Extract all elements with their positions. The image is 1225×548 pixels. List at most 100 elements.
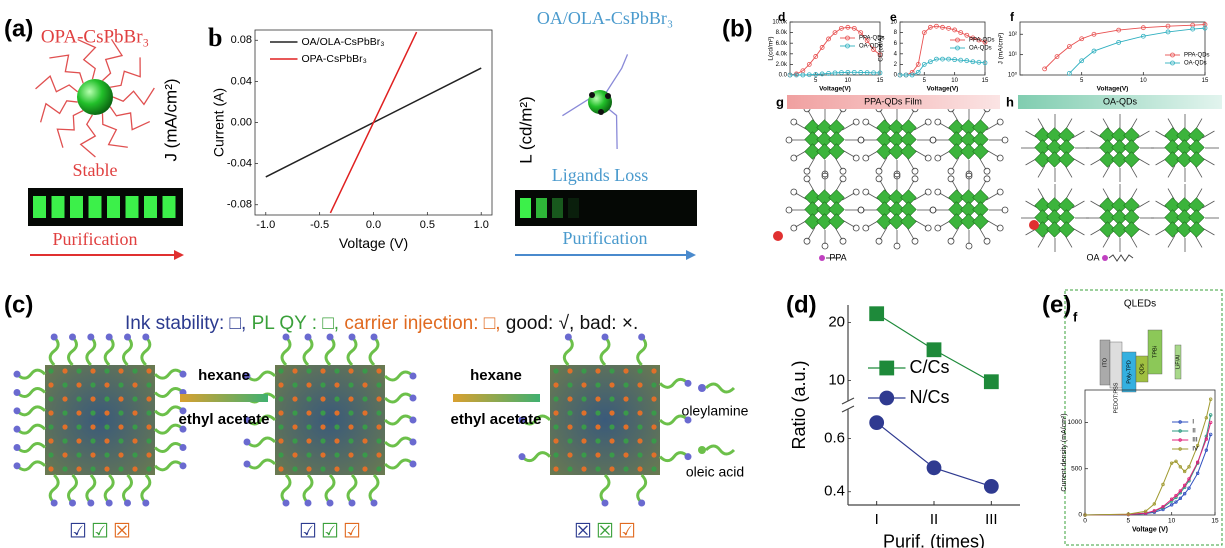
ligand-icon bbox=[1109, 255, 1133, 261]
ligand bbox=[601, 475, 609, 503]
illustrations: ☑☑☒☑☑☑☒☒☑ITOPEDOT:PSSPoly-TPDQDsTPBiLiF/… bbox=[14, 39, 1220, 542]
ligand bbox=[49, 55, 83, 83]
ligand bbox=[17, 444, 45, 452]
atom bbox=[62, 438, 67, 443]
atom bbox=[118, 410, 123, 415]
ligand bbox=[638, 337, 646, 365]
x-tick-label: 10 bbox=[1168, 518, 1176, 525]
cube bbox=[275, 365, 385, 475]
atom bbox=[48, 466, 53, 471]
ligand bbox=[17, 407, 45, 415]
atom bbox=[553, 452, 558, 457]
ligand bbox=[842, 123, 854, 130]
ligand bbox=[142, 337, 150, 365]
ligand-ring bbox=[984, 238, 990, 244]
atom bbox=[567, 424, 572, 429]
ligand bbox=[370, 337, 378, 365]
atom bbox=[651, 466, 656, 471]
ligand-icon bbox=[819, 255, 825, 261]
check-mark: ☑ bbox=[343, 520, 361, 542]
atom bbox=[146, 466, 151, 471]
atom bbox=[567, 452, 572, 457]
atom bbox=[76, 466, 81, 471]
ligand bbox=[1137, 201, 1149, 208]
ligand bbox=[326, 337, 334, 365]
atom bbox=[362, 410, 367, 415]
atom bbox=[623, 452, 628, 457]
ligand bbox=[17, 425, 45, 433]
vial bbox=[552, 198, 563, 218]
atom bbox=[306, 382, 311, 387]
y-tick-label: 6.0k bbox=[776, 41, 788, 47]
legend-label: OA-QDs bbox=[1184, 61, 1207, 67]
atom bbox=[132, 368, 137, 373]
atom bbox=[104, 452, 109, 457]
atom bbox=[118, 424, 123, 429]
marker bbox=[870, 416, 884, 430]
marker bbox=[880, 361, 894, 375]
ligand-head bbox=[410, 395, 417, 402]
atom bbox=[595, 396, 600, 401]
atom bbox=[90, 396, 95, 401]
ligand bbox=[1168, 165, 1175, 177]
banner-title: OA-QDs bbox=[1103, 96, 1138, 106]
chart-title: b bbox=[208, 23, 222, 52]
octahedron bbox=[1124, 152, 1140, 168]
atom bbox=[609, 424, 614, 429]
atom bbox=[609, 382, 614, 387]
marker bbox=[880, 391, 894, 405]
ligand-head bbox=[180, 371, 187, 378]
atom bbox=[609, 410, 614, 415]
x-tick-label: 5 bbox=[814, 78, 818, 84]
y-tick-label: 4.0k bbox=[776, 51, 788, 57]
atom bbox=[146, 424, 151, 429]
arrow-label: Purification bbox=[53, 229, 138, 249]
x-tick-label: 0.5 bbox=[420, 219, 435, 231]
ligand-ring bbox=[997, 189, 1003, 195]
inset-frame bbox=[1065, 290, 1222, 545]
ligand bbox=[370, 475, 378, 503]
ligand-head bbox=[244, 439, 251, 446]
ligand bbox=[952, 227, 959, 239]
ligand-head bbox=[410, 439, 417, 446]
vial bbox=[163, 196, 176, 218]
ligand-head bbox=[244, 461, 251, 468]
inset-label: f bbox=[1073, 309, 1078, 324]
ligand-ring bbox=[804, 176, 810, 182]
ligand-ring bbox=[876, 238, 882, 244]
x-tick-label: 10 bbox=[845, 78, 852, 84]
x-axis-label: Voltage(V) bbox=[1097, 85, 1129, 92]
y-tick-label: 0.08 bbox=[231, 34, 252, 46]
x-tick-label: 10 bbox=[1140, 78, 1147, 84]
y-tick-label: 4 bbox=[894, 51, 898, 57]
atom bbox=[48, 452, 53, 457]
solvent-label: ethyl acetate bbox=[179, 411, 270, 428]
atom bbox=[132, 382, 137, 387]
legend-label: OA/OLA-CsPbBr₃ bbox=[302, 36, 385, 48]
atom bbox=[320, 438, 325, 443]
atom bbox=[651, 410, 656, 415]
ligand-head bbox=[685, 380, 692, 387]
ligand bbox=[1202, 201, 1214, 208]
atom bbox=[118, 368, 123, 373]
atom bbox=[90, 368, 95, 373]
x-tick-label: 0.0 bbox=[366, 219, 381, 231]
ligand-ring bbox=[997, 225, 1003, 231]
ligand bbox=[326, 475, 334, 503]
atom bbox=[348, 424, 353, 429]
atom bbox=[595, 452, 600, 457]
axis-label: L (cd/m²) bbox=[516, 96, 535, 163]
x-axis-label: Voltage(V) bbox=[927, 85, 959, 92]
atom bbox=[132, 396, 137, 401]
atom bbox=[90, 424, 95, 429]
y-axis-label: Ratio (a.u.) bbox=[789, 360, 809, 449]
atom bbox=[48, 382, 53, 387]
marker bbox=[927, 343, 941, 357]
atom bbox=[62, 410, 67, 415]
check-mark: ☑ bbox=[91, 520, 109, 542]
ligand-head bbox=[14, 462, 21, 469]
atom bbox=[278, 424, 283, 429]
atom bbox=[306, 452, 311, 457]
legend-label: OPA-CsPbBr₃ bbox=[302, 53, 367, 65]
legend-label: I bbox=[1192, 419, 1194, 426]
